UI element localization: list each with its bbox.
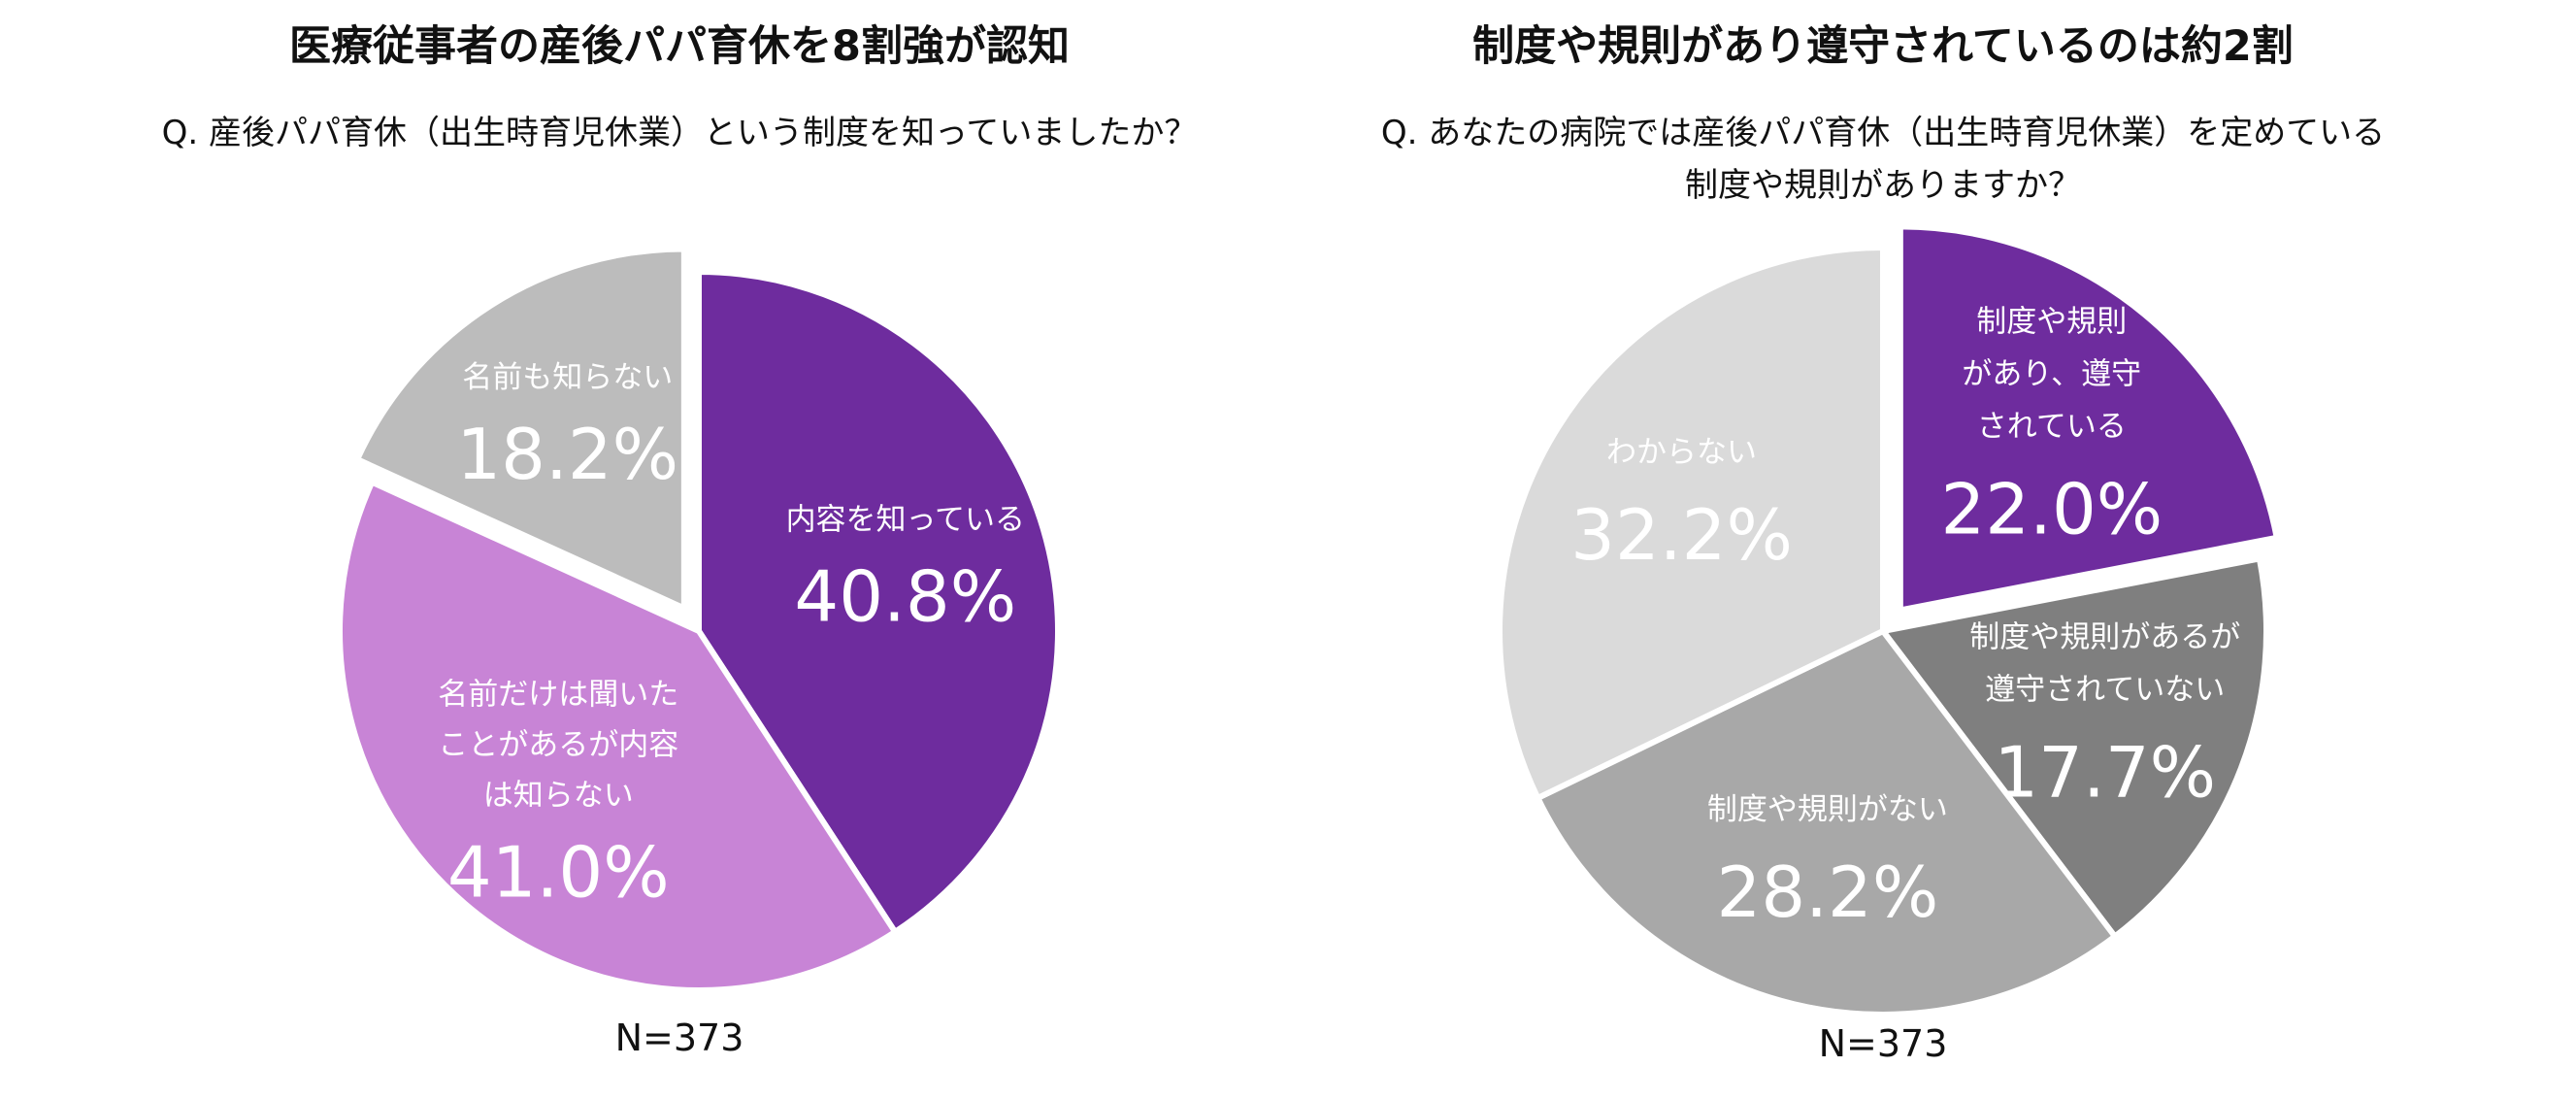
chart-2-slice-2-value: 17.7%	[1994, 732, 2216, 814]
chart-2-slice-4-value: 32.2%	[1570, 494, 1793, 576]
chart-1-slice-2-label-line-3: は知らない	[483, 778, 634, 813]
chart-2-slice-3-label-line-1: 制度や規則がない	[1707, 792, 1948, 827]
chart-1: 医療従事者の産後パパ育休を8割強が認知 Q. 産後パパ育休（出生時育児休業）とい…	[162, 22, 1198, 1059]
chart-1-slice-3	[354, 246, 687, 612]
chart-2-slice-1	[1897, 223, 2280, 614]
chart-1-slice-2-label-line-2: ことがあるが内容	[438, 727, 678, 762]
chart-2-slice-4	[1497, 245, 1886, 801]
chart-1-slice-1-value: 40.8%	[794, 556, 1016, 638]
chart-1-sample-size: N=373	[615, 1017, 744, 1059]
chart-2-question-line-2: 制度や規則がありますか？	[1685, 166, 2081, 205]
chart-1-slice-2-value: 41.0%	[447, 831, 670, 913]
chart-1-slice-2	[337, 479, 899, 993]
chart-2-slice-2-label-line-1: 制度や規則があるが	[1969, 620, 2240, 655]
chart-2-slice-3-value: 28.2%	[1717, 851, 1939, 933]
chart-1-title: 医療従事者の産後パパ育休を8割強が認知	[289, 22, 1070, 71]
chart-2-slice-1-label-line-2: があり、遵守	[1962, 357, 2141, 392]
chart-2-question-line-1: Q. あなたの病院では産後パパ育休（出生時育児休業）を定めている	[1381, 114, 2385, 152]
chart-2-slice-3	[1535, 628, 2118, 1017]
chart-2-slice-2-label-line-2: 遵守されていない	[1985, 673, 2225, 708]
chart-2: 制度や規則があり遵守されているのは約2割 Q. あなたの病院では産後パパ育休（出…	[1381, 22, 2385, 1065]
chart-1-slice-2-label-line-1: 名前だけは聞いた	[438, 677, 678, 712]
chart-1-slice-3-label-line-1: 名前も知らない	[462, 360, 673, 395]
chart-2-sample-size: N=373	[1819, 1022, 1948, 1065]
chart-2-slice-2	[1880, 555, 2269, 940]
chart-2-slice-1-value: 22.0%	[1940, 469, 2163, 550]
chart-2-slice-1-label-line-3: されている	[1977, 410, 2127, 445]
chart-1-slice-1-label-line-1: 内容を知っている	[786, 503, 1025, 538]
chart-1-slice-3-value: 18.2%	[456, 414, 678, 495]
chart-2-slice-1-label-line-1: 制度や規則	[1976, 305, 2127, 340]
chart-2-title: 制度や規則があり遵守されているのは約2割	[1472, 22, 2294, 71]
chart-2-slice-4-label-line-1: わからない	[1606, 435, 1757, 470]
chart-1-question-line-1: Q. 産後パパ育休（出生時育児休業）という制度を知っていましたか？	[162, 114, 1198, 152]
